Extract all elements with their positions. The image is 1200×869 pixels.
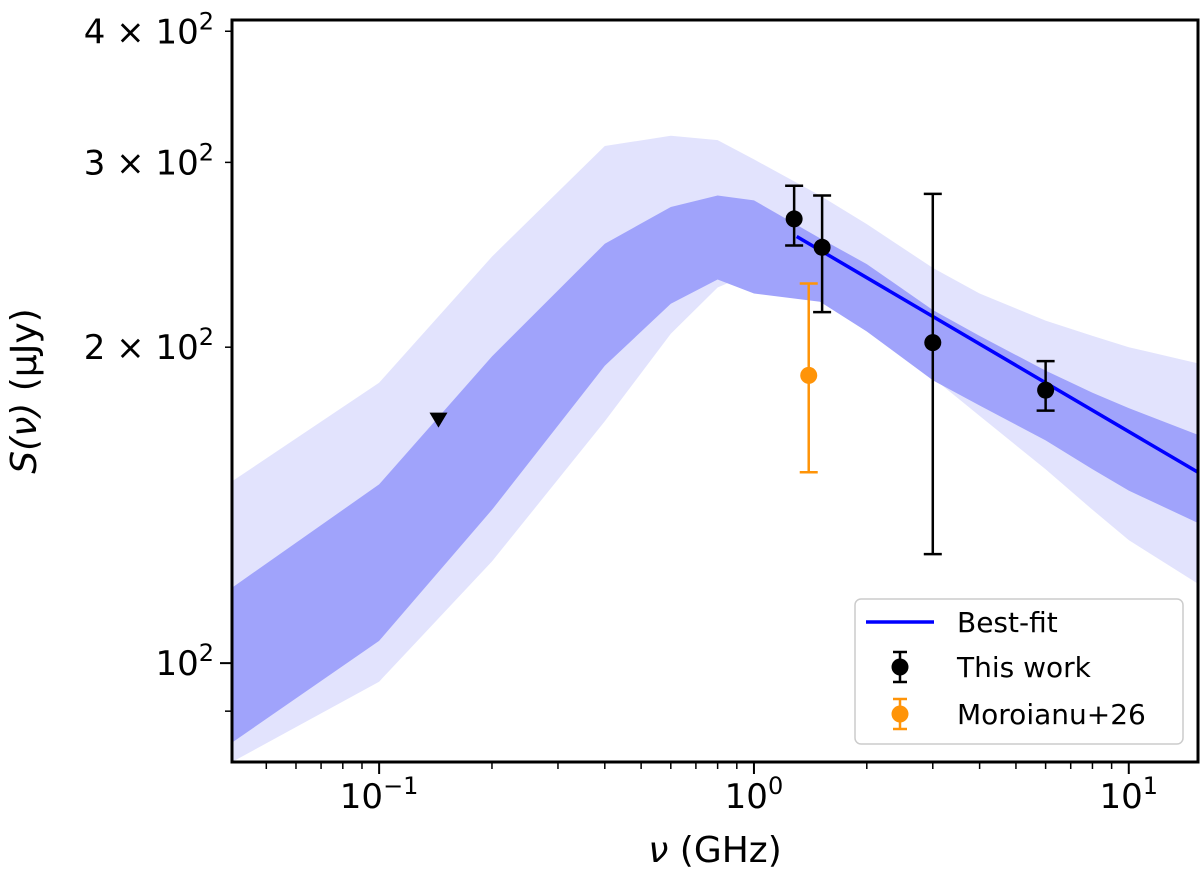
- y-tick-label: 4 × 102: [84, 7, 214, 52]
- data-marker: [800, 366, 818, 384]
- y-tick-label: 3 × 102: [84, 138, 214, 183]
- plot-frame: [230, 18, 1200, 764]
- legend-label-this-work: This work: [956, 651, 1092, 684]
- legend-swatch-this-work: [891, 650, 909, 684]
- best-fit-line: [795, 234, 1199, 474]
- y-tick-label: 102: [155, 639, 214, 684]
- legend-label-moroianu: Moroianu+26: [957, 698, 1146, 731]
- x-tick-label: 100: [725, 772, 784, 817]
- legend-box: [854, 598, 1184, 745]
- data-marker: [1037, 381, 1055, 399]
- axis-ticks: 10−1 100 101 102 2 × 102 3 × 102 4 × 102: [84, 7, 1158, 817]
- data-marker: [813, 238, 831, 256]
- data-point-1-2: [923, 192, 942, 556]
- outer-credible-band: [232, 135, 1198, 763]
- legend-swatch-moroianu: [891, 697, 909, 731]
- x-tick-label: 101: [1100, 772, 1159, 817]
- x-tick-label: 10−1: [340, 772, 419, 817]
- y-tick-label: 2 × 102: [84, 323, 214, 368]
- x-axis-label: ν (GHz): [648, 830, 782, 869]
- legend-label-best-fit: Best-fit: [957, 606, 1058, 639]
- legend: Best-fit This work Moroianu+26: [854, 598, 1184, 745]
- data-point-1-3: [1036, 359, 1055, 412]
- data-marker: [924, 334, 942, 352]
- data-point-1-0: [785, 184, 804, 247]
- data-point-2-0: [799, 282, 818, 474]
- data-series: [429, 184, 1199, 556]
- upper-limit-marker-0: [429, 412, 448, 428]
- data-point-1-1: [813, 194, 832, 314]
- data-marker: [785, 210, 803, 228]
- y-axis-label: S(ν) (μJy): [4, 308, 45, 473]
